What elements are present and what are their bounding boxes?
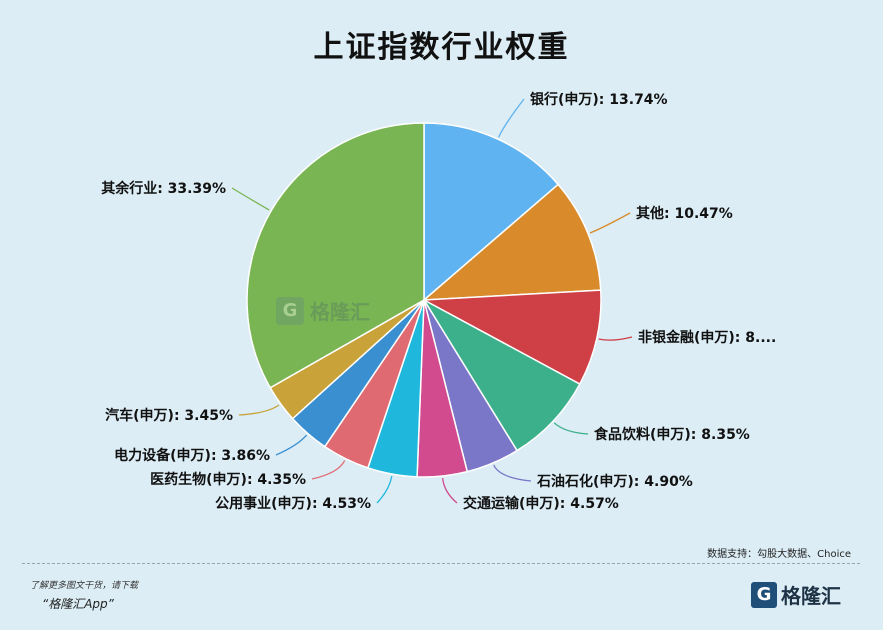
leader-line <box>493 464 532 482</box>
pie-slice <box>421 289 602 386</box>
slice-label: 电力设备(申万): 3.86% <box>114 447 270 464</box>
leader-line <box>275 434 308 456</box>
footer-divider <box>22 563 860 564</box>
leader-line <box>231 187 270 211</box>
slice-label: 交通运输(申万): 4.57% <box>463 495 619 512</box>
brand-logo: G 格隆汇 <box>751 580 841 609</box>
slice-label: 医药生物(申万): 4.35% <box>150 471 306 488</box>
slice-label: 石油石化(申万): 4.90% <box>536 473 693 490</box>
leader-line <box>376 475 393 504</box>
brand-logo-icon: G <box>751 581 777 608</box>
slice-label: 其他: 10.47% <box>636 205 733 222</box>
pie-slice <box>421 183 602 301</box>
pie-slices <box>246 122 602 478</box>
brand-name: 格隆汇 <box>781 584 841 608</box>
leader-line <box>598 336 633 341</box>
data-source: 数据支持：勾股大数据、Choice <box>707 549 851 560</box>
leader-line <box>553 422 589 435</box>
leader-line <box>498 98 525 138</box>
pie-slice <box>421 298 581 452</box>
leader-line <box>589 212 631 234</box>
slice-label: 食品饮料(申万): 8.35% <box>594 426 750 443</box>
slice-label: 公用事业(申万): 4.53% <box>215 495 371 512</box>
slice-label: 其余行业: 33.39% <box>101 180 226 197</box>
leader-line <box>441 477 458 504</box>
pie-slice <box>423 122 560 302</box>
slice-labels: 银行(申万): 13.74% 其他: 10.47% 非银金融(申万): 8.... 食… <box>101 91 776 512</box>
leader-lines <box>231 98 633 504</box>
chart-title: 上证指数行业权重 <box>313 30 570 65</box>
slice-label: 非银金融(申万): 8.... <box>638 329 776 346</box>
footer-app-name: “格隆汇App” <box>42 597 114 611</box>
slice-label: 汽车(申万): 3.45% <box>105 407 233 424</box>
pie-slice <box>246 122 425 389</box>
leader-line <box>311 460 346 480</box>
footer-note: 了解更多图文干货，请下载 <box>30 581 139 591</box>
slice-label: 银行(申万): 13.74% <box>530 91 668 108</box>
leader-line <box>238 404 280 416</box>
pie-chart: 银行(申万): 13.74% 其他: 10.47% 非银金融(申万): 8.... 食… <box>101 91 776 512</box>
